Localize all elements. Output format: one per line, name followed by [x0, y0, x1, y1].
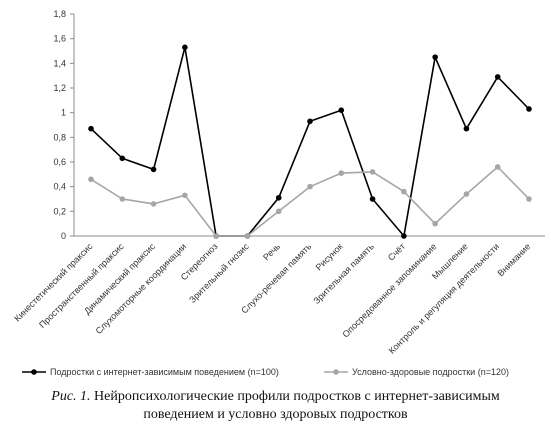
series-1-point [401, 233, 407, 239]
y-tick-label: 1,8 [53, 9, 66, 19]
series-1-point [275, 194, 282, 201]
series-2-point [369, 169, 376, 175]
series-1-point [526, 106, 532, 112]
series-layer [88, 44, 532, 239]
category-label: Речь [261, 241, 282, 262]
series-1-point [88, 125, 94, 132]
caption-line-1: Нейропсихологические профили подростков … [94, 389, 500, 404]
series-line-2 [90, 166, 530, 237]
series-1-point [150, 166, 157, 173]
series-2-point [401, 188, 407, 195]
series-2-point [432, 220, 438, 227]
category-label: Контроль и регуляция деятельности [387, 241, 501, 355]
series-2-point [463, 191, 470, 197]
series-2-point [526, 196, 532, 202]
y-tick-label: 1 [61, 108, 66, 118]
y-tick-label: 0,8 [53, 132, 66, 142]
series-2-point [88, 176, 94, 183]
y-tick-label: 0,4 [53, 182, 66, 192]
category-label: Зрительная память [311, 241, 376, 306]
series-1-point [182, 44, 188, 51]
series-1-point [463, 125, 470, 132]
series-2-point [213, 233, 219, 239]
y-tick-label: 0,2 [53, 206, 66, 216]
series-1-point [494, 74, 501, 80]
series-1-point [369, 196, 376, 202]
series-2-point [494, 164, 501, 170]
axes: 0 0,2 0,4 0,6 0,8 1 1,2 1,4 1,6 1,8 [53, 9, 545, 241]
caption-label: Рис. 1. [51, 389, 91, 404]
series-1-point [119, 155, 126, 162]
legend-marker-series-2 [333, 369, 339, 375]
figure-caption: Рис. 1. Нейропсихологические профили под… [0, 388, 551, 424]
series-2-point [119, 196, 126, 202]
category-label: Внимание [496, 241, 533, 278]
y-tick-label: 0 [61, 231, 66, 241]
series-2-point [182, 192, 188, 199]
series-1-point [307, 118, 313, 125]
caption-line-2: поведением и условно здоровых подростков [143, 407, 408, 422]
category-label: Зрительный гнозис [187, 241, 251, 305]
series-1-point [432, 54, 438, 60]
series-2-point [275, 208, 282, 215]
category-labels: Кинестетический праксисПространственный … [12, 241, 532, 356]
y-tick-label: 1,2 [53, 83, 66, 93]
category-label: Рисунок [314, 241, 345, 272]
y-tick-label: 0,6 [53, 157, 66, 167]
series-1-point [338, 107, 345, 113]
legend-marker-series-1 [31, 369, 37, 375]
legend: Подростки с интернет-зависимым поведение… [22, 367, 509, 377]
y-tick-label: 1,6 [53, 34, 66, 44]
series-2-point [150, 201, 157, 207]
y-tick-label: 1,4 [53, 58, 66, 68]
series-2-point [244, 233, 251, 239]
legend-label-series-2: Условно-здоровые подростки (n=120) [352, 367, 509, 377]
line-chart: 0 0,2 0,4 0,6 0,8 1 1,2 1,4 1,6 1,8 Кинестетическ… [12, 9, 545, 377]
legend-label-series-1: Подростки с интернет-зависимым поведение… [50, 367, 279, 377]
series-2-point [338, 170, 345, 176]
category-label: Счёт [386, 241, 407, 262]
series-2-point [307, 183, 313, 190]
series-line-1 [90, 46, 530, 237]
